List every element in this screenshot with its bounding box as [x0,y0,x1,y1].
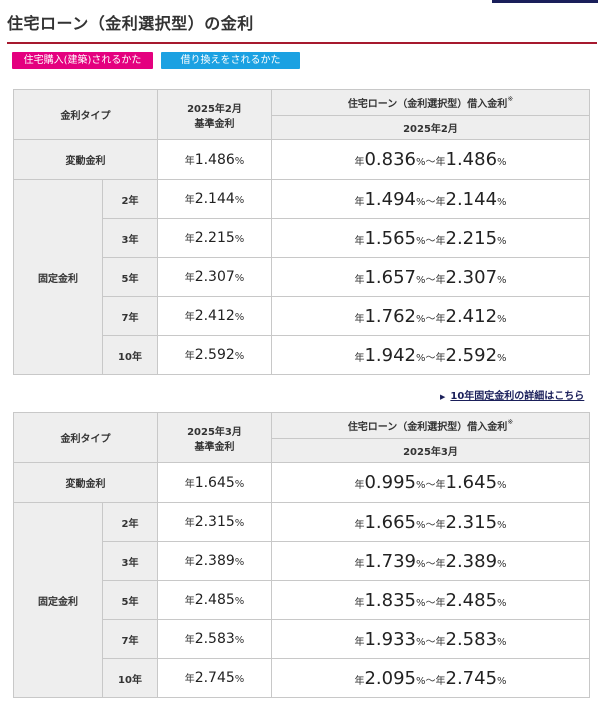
fixed-term: 3年 [102,218,158,258]
loan-rate-range: 年1.657%～年2.307% [271,257,590,297]
tab-purchase[interactable]: 住宅購入(建築)されるかた [12,52,153,69]
detail-link-10yr-fixed[interactable]: ▶ 10年固定金利の詳細はこちら [440,391,585,402]
row-label-variable: 変動金利 [13,139,158,180]
base-period: 2025年2月 [187,103,242,115]
base-rate-cell: 年2.315% [157,502,272,542]
fixed-term: 2年 [102,179,158,219]
loan-rate-range: 年1.565%～年2.215% [271,218,590,258]
base-rate-cell: 年2.485% [157,580,272,620]
base-rate-value: 1.486 [194,151,235,168]
fixed-term: 2年 [102,502,158,542]
triangle-right-icon: ▶ [440,393,446,401]
fixed-term: 3年 [102,541,158,581]
loan-rate-range: 年1.739%～年2.389% [271,541,590,581]
loan-rate-range: 年1.942%～年2.592% [271,335,590,375]
note-mark: ※ [507,418,514,426]
row-label-variable: 変動金利 [13,462,158,503]
loan-rate-high: 1.486 [445,149,498,170]
base-rate-cell: 年2.745% [157,658,272,698]
base-rate-cell: 年2.215% [157,218,272,258]
rate-table-feb: 金利タイプ 2025年2月 基準金利 住宅ローン（金利選択型）借入金利※ 202… [13,89,590,375]
base-period: 2025年3月 [187,426,242,438]
base-label: 基準金利 [194,441,235,453]
fixed-term: 7年 [102,296,158,336]
tab-refinance[interactable]: 借り換えをされるかた [161,52,300,69]
base-rate-cell: 年1.645% [157,462,272,503]
loan-rate-range: 年1.933%～年2.583% [271,619,590,659]
fixed-term: 10年 [102,658,158,698]
loan-rate-range: 年0.995%～年1.645% [271,462,590,503]
row-label-fixed: 固定金利 [13,179,103,375]
col-header-loan: 住宅ローン（金利選択型）借入金利※ [271,412,590,439]
fixed-term: 5年 [102,580,158,620]
fixed-term: 7年 [102,619,158,659]
base-rate-cell: 年2.389% [157,541,272,581]
col-header-loan: 住宅ローン（金利選択型）借入金利※ [271,89,590,116]
fixed-term: 10年 [102,335,158,375]
top-accent-bar [492,0,598,3]
rate-table-mar: 金利タイプ 2025年3月 基準金利 住宅ローン（金利選択型）借入金利※ 202… [13,412,590,698]
base-rate-cell: 年2.592% [157,335,272,375]
col-header-type: 金利タイプ [13,89,158,140]
loan-rate-range: 年1.665%～年2.315% [271,502,590,542]
fixed-term: 5年 [102,257,158,297]
base-rate-cell: 年2.412% [157,296,272,336]
loan-period: 2025年3月 [271,438,590,463]
loan-label: 住宅ローン（金利選択型）借入金利 [347,99,508,110]
loan-rate-range: 年0.836%～年1.486% [271,139,590,180]
base-rate-cell: 年1.486% [157,139,272,180]
loan-rate-low: 0.836 [364,149,416,170]
row-label-fixed: 固定金利 [13,502,103,698]
loan-rate-range: 年1.762%～年2.412% [271,296,590,336]
loan-rate-range: 年1.494%～年2.144% [271,179,590,219]
base-rate-cell: 年2.144% [157,179,272,219]
loan-rate-range: 年2.095%～年2.745% [271,658,590,698]
loan-label: 住宅ローン（金利選択型）借入金利 [347,422,508,433]
loan-rate-range: 年1.835%～年2.485% [271,580,590,620]
loan-period: 2025年2月 [271,115,590,140]
col-header-base: 2025年3月 基準金利 [157,412,272,463]
base-rate-cell: 年2.307% [157,257,272,297]
note-mark: ※ [507,95,514,103]
col-header-type: 金利タイプ [13,412,158,463]
base-label: 基準金利 [194,118,235,130]
base-rate-cell: 年2.583% [157,619,272,659]
page-title: 住宅ローン（金利選択型）の金利 [7,14,597,44]
col-header-base: 2025年2月 基準金利 [157,89,272,140]
